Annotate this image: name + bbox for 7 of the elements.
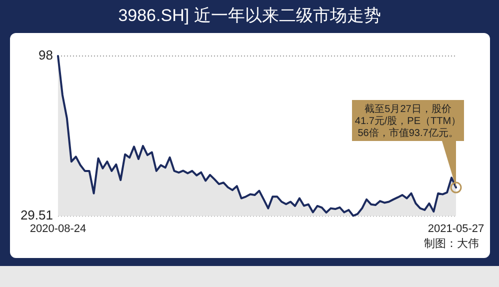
y-tick-label: 98 xyxy=(38,47,53,62)
text: 制图：大伟 xyxy=(424,237,479,251)
chart-title: 3986.SH] 近一年以来二级市场走势 xyxy=(117,5,382,27)
y-tick-label: 29.51 xyxy=(20,207,53,222)
x-tick-label: 2021-05-27 xyxy=(428,223,484,235)
annotation: 截至5月27日，股价41.7元/股，PE（TTM）56倍，市值93.7亿元。 xyxy=(354,103,462,139)
x-tick-label: 2020-08-24 xyxy=(30,223,86,235)
